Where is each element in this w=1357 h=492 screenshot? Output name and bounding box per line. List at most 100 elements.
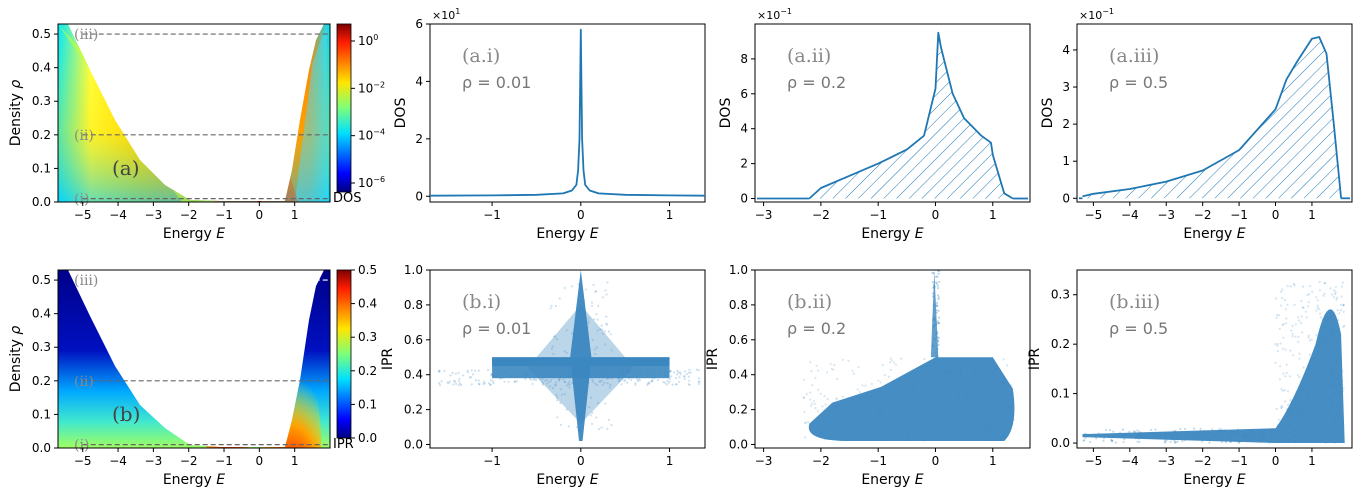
scatter-point xyxy=(634,383,637,386)
scatter-point xyxy=(937,316,941,319)
scatter-point xyxy=(1260,439,1263,442)
cut-label: (i) xyxy=(74,438,89,454)
scatter-point xyxy=(1326,318,1329,321)
scatter-point xyxy=(624,379,627,382)
scatter-point xyxy=(1318,308,1321,311)
scatter-point xyxy=(1319,316,1322,319)
x-tick-label: 1 xyxy=(989,454,997,468)
scatter-point xyxy=(1334,292,1337,296)
scatter-point xyxy=(935,282,939,285)
scatter-point xyxy=(438,370,441,374)
scatter-point xyxy=(1276,424,1279,427)
scatter-point xyxy=(1291,324,1294,328)
scatter-point xyxy=(552,335,556,338)
scatter-point xyxy=(570,382,574,385)
y-tick-label: 1.0 xyxy=(729,263,748,277)
scatter-point xyxy=(1203,429,1206,433)
scatter-point xyxy=(906,438,909,441)
scatter-point xyxy=(472,373,475,376)
scatter-point xyxy=(1331,401,1334,404)
scatter-point xyxy=(478,382,481,386)
scatter-point xyxy=(933,361,936,364)
scatter-point xyxy=(460,383,463,387)
scatter-point xyxy=(1338,312,1341,315)
scatter-point xyxy=(1281,436,1285,439)
scatter-point xyxy=(477,369,480,372)
scatter-point xyxy=(887,375,890,378)
scatter-point xyxy=(1339,309,1343,312)
x-tick-label: 1 xyxy=(666,208,674,222)
scatter-point xyxy=(688,368,691,371)
scatter-point xyxy=(567,382,570,385)
scatter-point xyxy=(1111,439,1114,442)
scatter-point xyxy=(841,395,845,398)
scatter-point xyxy=(1288,375,1291,378)
x-tick-label: −4 xyxy=(109,208,127,222)
scatter-point xyxy=(1195,432,1198,435)
scatter-point xyxy=(1289,398,1292,402)
scatter-point xyxy=(891,383,895,386)
scatter-point xyxy=(1097,432,1100,435)
x-tick-label: 1 xyxy=(1308,208,1316,222)
scatter-point xyxy=(814,407,817,410)
scatter-point xyxy=(1208,441,1211,444)
scatter-point xyxy=(583,397,587,400)
scatter-point xyxy=(881,437,885,440)
scatter-point xyxy=(1333,417,1336,420)
scatter-point xyxy=(934,275,938,278)
scatter-point xyxy=(648,382,651,385)
scatter-point xyxy=(489,379,492,382)
scatter-point xyxy=(842,358,845,361)
scatter-point xyxy=(551,345,554,348)
scatter-point xyxy=(549,307,552,310)
scatter-point xyxy=(503,380,506,383)
scatter-point xyxy=(1286,390,1289,393)
scatter-point xyxy=(608,386,611,389)
scatter-point xyxy=(926,419,929,422)
scatter-point xyxy=(594,290,597,293)
scatter-point xyxy=(1338,358,1341,361)
scatter-point xyxy=(638,379,642,382)
scatter-point xyxy=(823,420,826,423)
scatter-point xyxy=(1322,351,1326,354)
scatter-point xyxy=(1336,360,1339,363)
scatter-point xyxy=(609,333,612,336)
scatter-point xyxy=(1319,335,1322,338)
scatter-point xyxy=(666,379,669,382)
scatter-point xyxy=(1324,441,1327,444)
sci-multiplier: ×10−1 xyxy=(1079,7,1114,22)
scatter-point xyxy=(1193,427,1196,430)
x-tick-label: −3 xyxy=(1157,454,1175,468)
scatter-point xyxy=(876,413,879,416)
scatter-point xyxy=(845,437,848,440)
scatter-point xyxy=(1175,434,1178,437)
cut-label: (ii) xyxy=(74,128,94,144)
scatter-point xyxy=(877,379,880,382)
scatter-point xyxy=(567,425,570,428)
scatter-point xyxy=(1288,423,1291,426)
scatter-point xyxy=(669,370,672,373)
scatter-point xyxy=(1318,289,1322,292)
scatter-point xyxy=(934,385,937,388)
scatter-point xyxy=(571,332,574,335)
scatter-point xyxy=(992,387,995,390)
scatter-point xyxy=(983,424,986,427)
scatter-point xyxy=(679,373,682,376)
scatter-point xyxy=(1305,316,1308,319)
scatter-point xyxy=(823,395,826,398)
scatter-point xyxy=(811,384,814,387)
scatter-point xyxy=(1144,434,1147,437)
scatter-point xyxy=(889,361,892,364)
scatter-point xyxy=(662,381,665,384)
scatter-point xyxy=(813,399,816,403)
scatter-point xyxy=(1089,440,1092,443)
scatter-point xyxy=(820,430,824,434)
scatter-point xyxy=(688,379,691,382)
scatter-point xyxy=(1136,435,1139,438)
scatter-point xyxy=(936,320,939,323)
scatter-point xyxy=(1318,312,1321,315)
scatter-point xyxy=(1329,316,1332,319)
scatter-point xyxy=(597,428,601,431)
scatter-point xyxy=(674,383,677,386)
scatter-point xyxy=(1300,409,1304,412)
